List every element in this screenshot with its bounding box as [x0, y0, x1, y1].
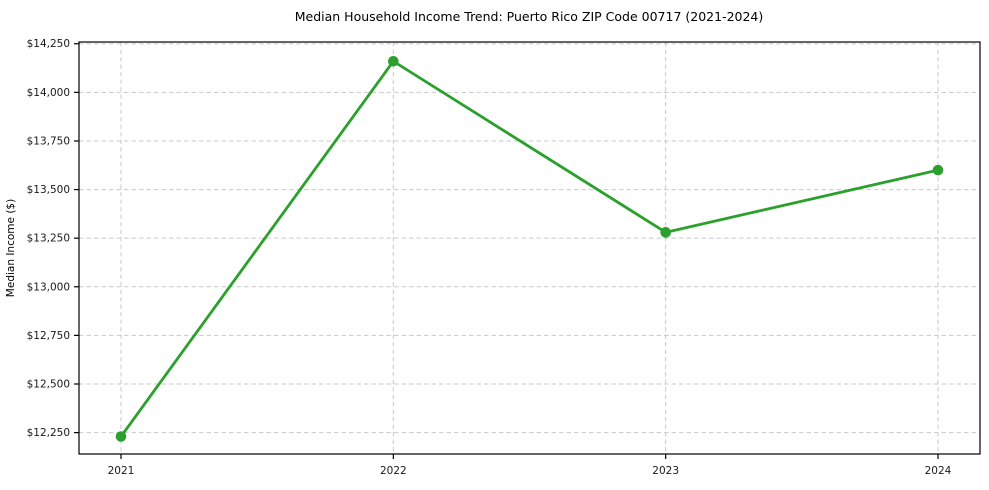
y-axis-label: Median Income ($): [5, 199, 17, 297]
y-tick-label: $13,500: [27, 184, 70, 196]
y-tick-label: $12,500: [27, 379, 70, 391]
data-point-marker: [932, 164, 944, 176]
y-tick-label: $13,750: [27, 135, 70, 147]
data-point-marker: [660, 227, 671, 238]
x-tick-label: 2024: [925, 465, 952, 477]
y-tick-label: $13,250: [27, 233, 70, 245]
chart-title: Median Household Income Trend: Puerto Ri…: [295, 9, 764, 24]
data-point-marker: [115, 431, 127, 442]
data-line: [119, 59, 940, 438]
plot-border: [78, 41, 981, 455]
y-tick-label: $14,250: [27, 38, 70, 50]
y-tick-label: $14,000: [27, 87, 70, 99]
axes: $12,250 $12,500 $12,750 $13,000 $13,250 $13,5…: [27, 38, 981, 477]
gridlines: [79, 42, 980, 454]
x-tick-label: 2021: [108, 465, 135, 477]
x-tick-label: 2022: [380, 465, 407, 477]
x-tick-label: 2023: [652, 465, 679, 477]
data-point-marker: [388, 55, 399, 67]
data-series: [115, 55, 944, 442]
y-tick-label: $13,000: [27, 281, 70, 293]
y-tick-label: $12,750: [27, 330, 70, 342]
y-tick-label: $12,250: [27, 427, 70, 439]
